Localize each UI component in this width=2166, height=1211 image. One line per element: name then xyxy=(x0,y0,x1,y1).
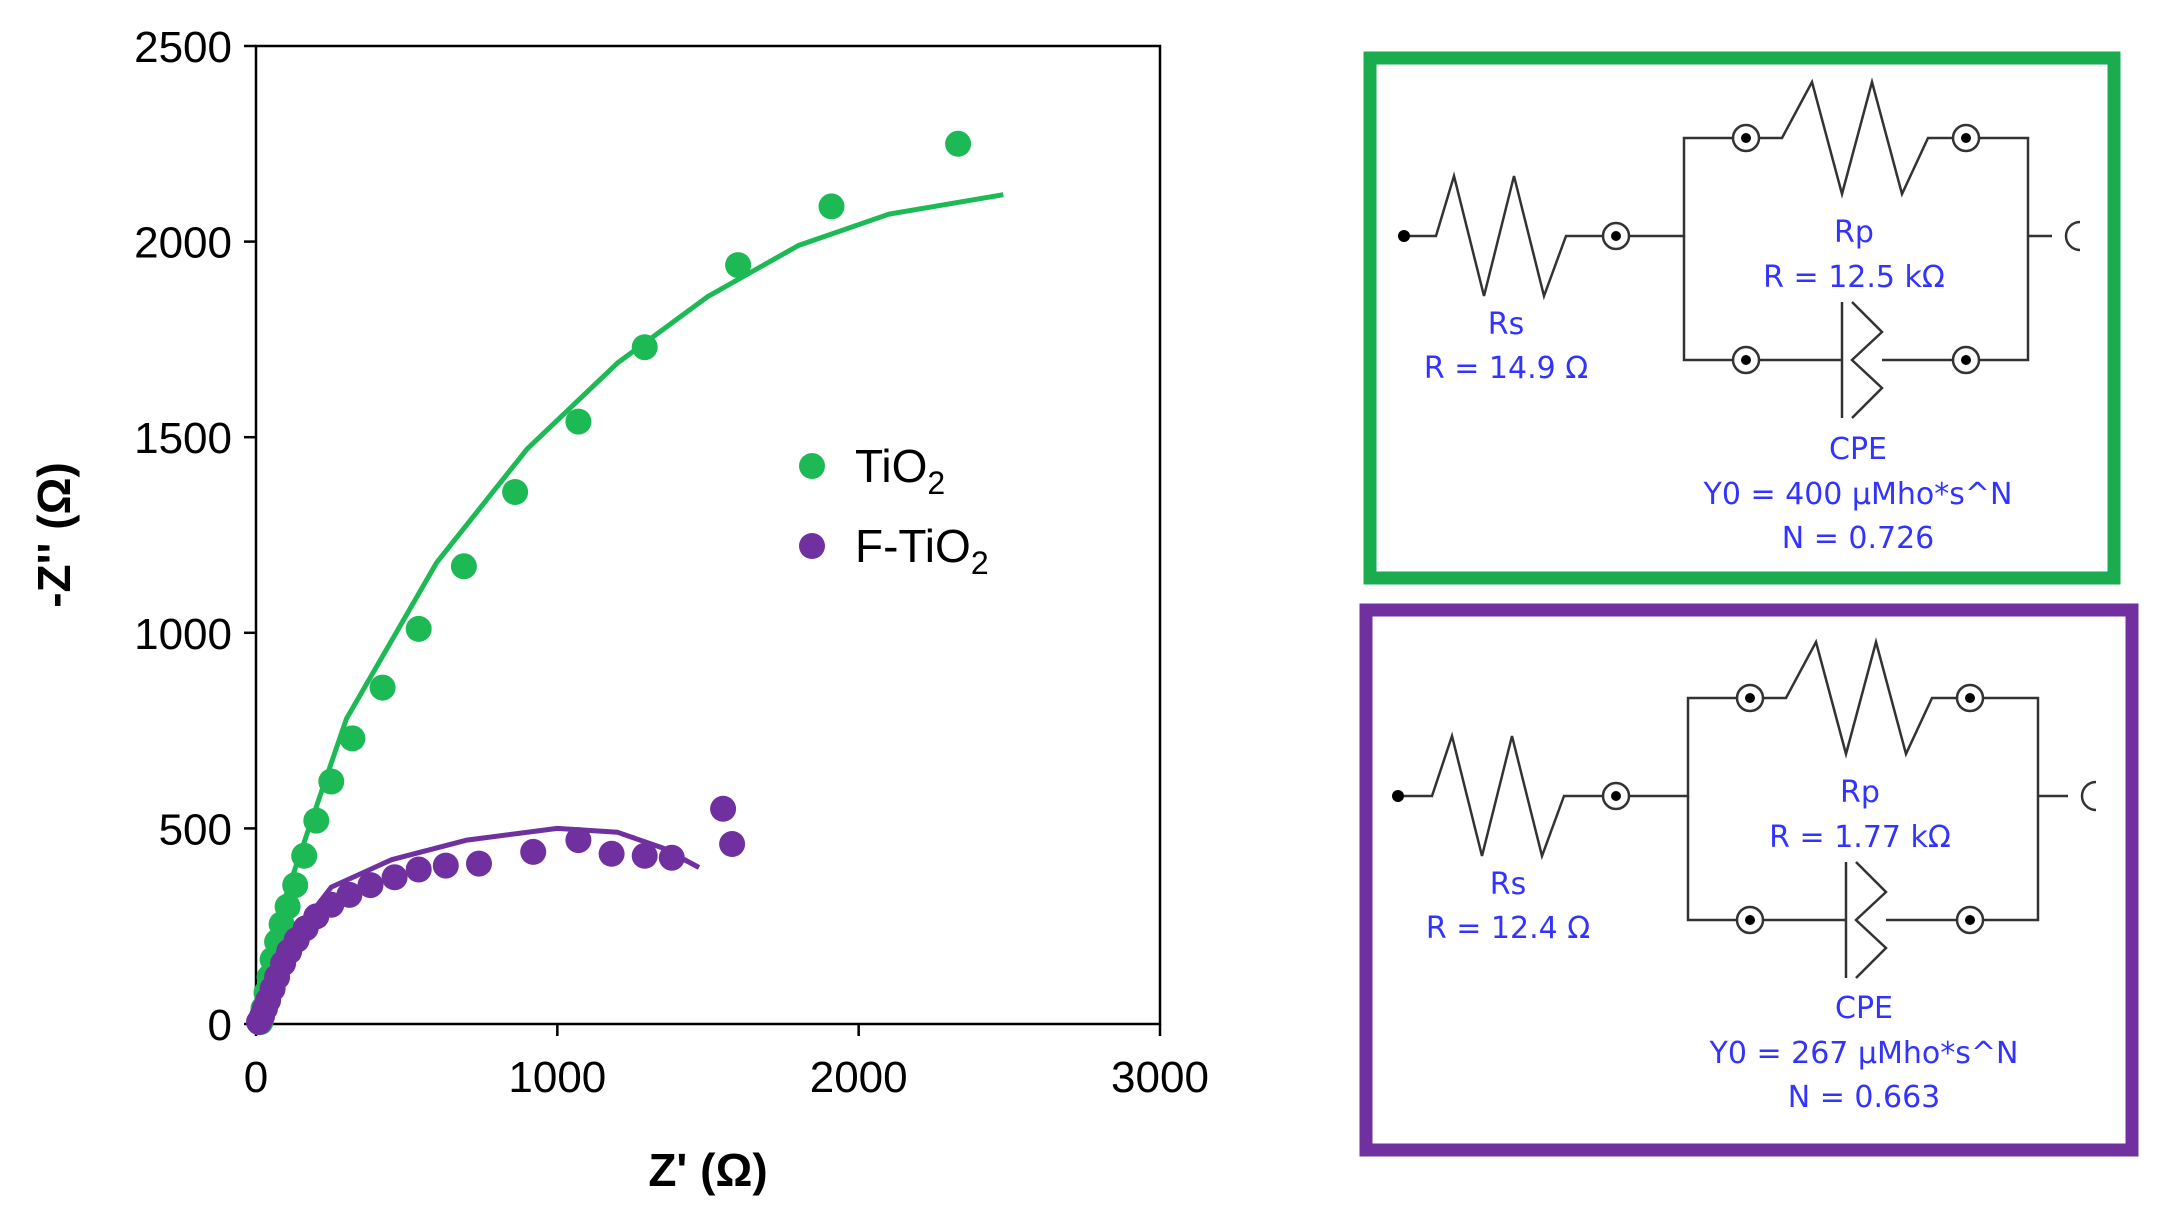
cpe-y0: Y0 = 400 µMho*s^N xyxy=(1703,477,2013,512)
data-point-tio2 xyxy=(818,193,845,220)
data-point-tio2 xyxy=(450,553,477,580)
circuit-frame xyxy=(1363,51,2121,585)
y-tick-label: 500 xyxy=(159,805,232,854)
cpe-name: CPE xyxy=(1829,432,1887,467)
data-point-tio2 xyxy=(725,252,752,279)
y-tick-label: 0 xyxy=(208,1001,232,1050)
data-points xyxy=(246,130,972,1035)
y-tick-label: 2500 xyxy=(134,23,232,72)
data-point-tio2 xyxy=(631,334,658,361)
y-tick-label: 1000 xyxy=(134,610,232,659)
circuit-diagram xyxy=(1398,77,2081,419)
x-tick-label: 0 xyxy=(244,1053,268,1102)
y-tick-label: 2000 xyxy=(134,219,232,268)
data-point-tio2 xyxy=(318,768,345,795)
data-point-tio2 xyxy=(282,872,309,899)
legend-label-f-tio2: F-TiO2 xyxy=(855,520,989,581)
rs-value: R = 12.4 Ω xyxy=(1426,911,1590,946)
cpe-name: CPE xyxy=(1835,991,1893,1026)
data-point-tio2 xyxy=(502,479,529,505)
data-point-tio2 xyxy=(339,725,366,752)
x-tick-label: 2000 xyxy=(810,1053,908,1102)
axis-ticks: 0 1000 2000 3000 0 500 1000 1500 2000 2500 xyxy=(134,23,1209,1102)
rp-name: Rp xyxy=(1840,775,1880,810)
data-point-tio2 xyxy=(303,807,330,834)
legend-marker-tio2 xyxy=(799,453,825,479)
data-point-f-tio2 xyxy=(565,827,592,854)
cpe-n: N = 0.726 xyxy=(1782,521,1935,556)
data-point-tio2 xyxy=(274,893,301,920)
data-point-f-tio2 xyxy=(336,881,363,908)
circuit-frame xyxy=(1359,603,2139,1157)
plot-area xyxy=(254,44,1162,1026)
data-point-f-tio2 xyxy=(631,842,658,869)
data-point-tio2 xyxy=(945,130,972,157)
cpe-y0: Y0 = 267 µMho*s^N xyxy=(1709,1036,2019,1071)
rs-name: Rs xyxy=(1488,307,1524,342)
y-axis-label: -Z'' (Ω) xyxy=(28,462,80,608)
rs-value: R = 14.9 Ω xyxy=(1424,351,1588,386)
circuit-diagram xyxy=(1392,637,2097,979)
data-point-tio2 xyxy=(565,408,592,435)
data-point-tio2 xyxy=(369,674,396,701)
data-point-f-tio2 xyxy=(719,831,746,857)
rp-value: R = 12.5 kΩ xyxy=(1763,260,1945,295)
legend-marker-f-tio2 xyxy=(799,533,825,559)
data-point-f-tio2 xyxy=(381,864,408,891)
cpe-n: N = 0.663 xyxy=(1788,1080,1941,1115)
data-point-f-tio2 xyxy=(598,840,625,867)
x-tick-label: 3000 xyxy=(1111,1053,1209,1102)
data-point-f-tio2 xyxy=(432,852,459,879)
data-point-f-tio2 xyxy=(357,872,384,899)
data-point-f-tio2 xyxy=(405,856,432,883)
rp-value: R = 1.77 kΩ xyxy=(1769,820,1951,855)
data-point-tio2 xyxy=(291,842,318,869)
rs-name: Rs xyxy=(1490,867,1526,902)
legend-label-tio2: TiO2 xyxy=(855,440,945,501)
circuit-panel-tio2: Rs R = 14.9 Ω Rp R = 12.5 kΩ CPE Y0 = 40… xyxy=(1363,51,2121,585)
data-point-f-tio2 xyxy=(520,838,547,865)
rp-name: Rp xyxy=(1834,215,1874,250)
fit-lines xyxy=(255,192,1004,1025)
y-tick-label: 1500 xyxy=(134,414,232,463)
data-point-f-tio2 xyxy=(710,795,737,822)
data-point-f-tio2 xyxy=(466,850,492,877)
data-point-f-tio2 xyxy=(658,844,685,871)
fit-line-tio2 xyxy=(255,192,1004,1025)
legend: TiO2 F-TiO2 xyxy=(799,440,989,581)
x-axis-label: Z' (Ω) xyxy=(648,1144,767,1196)
data-point-tio2 xyxy=(405,615,432,642)
x-tick-label: 1000 xyxy=(508,1053,606,1102)
circuit-panel-f-tio2: Rs R = 12.4 Ω Rp R = 1.77 kΩ CPE Y0 = 26… xyxy=(1359,603,2139,1157)
